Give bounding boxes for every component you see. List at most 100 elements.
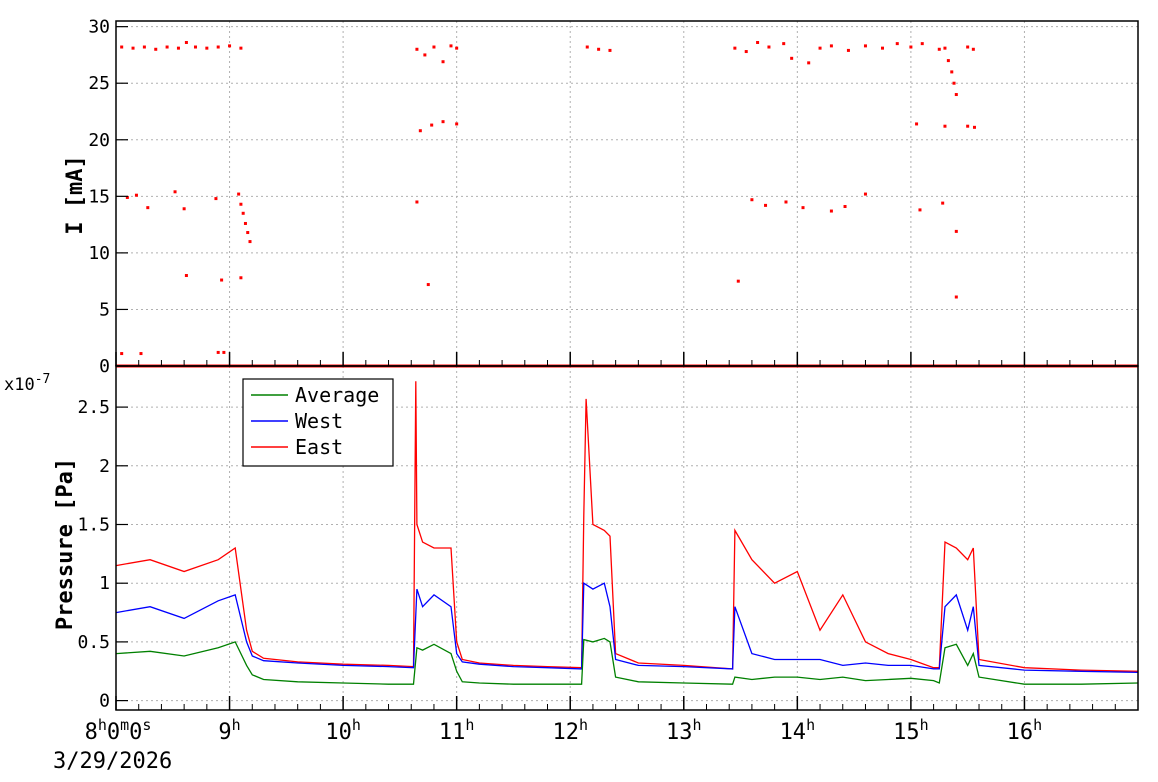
pressure-multiplier: x10-7 [4,372,50,395]
current-point [915,122,919,126]
current-point [818,46,822,50]
pressure-lines [115,381,1139,685]
current-point [165,45,169,49]
time-unit-superscript: h [352,716,361,734]
current-point [733,46,737,50]
current-point [176,46,180,50]
current-point [764,203,768,207]
current-point [909,45,913,49]
current-point [829,44,833,48]
current-point [744,50,748,54]
current-point [449,44,453,48]
time-tick-label: 8h0m0s [85,716,152,745]
current-plot-frame [115,20,1139,367]
current-point [120,45,124,49]
series-line-east [115,381,1139,672]
time-unit-superscript: h [232,716,241,734]
current-point [125,195,129,199]
time-unit-superscript: h [920,716,929,734]
current-point [418,129,422,133]
current-point [756,40,760,44]
current-point [941,201,945,205]
time-tick-label: 9h [218,716,240,745]
current-point [248,240,252,244]
current-axis-title: I [mA] [63,155,88,234]
current-point [182,207,186,211]
pressure-y-tick-label: 2 [99,456,110,477]
current-point [154,47,158,51]
current-point [173,190,177,194]
current-point [423,53,427,57]
current-point [415,200,419,204]
legend-label: East [295,435,343,459]
current-point [432,45,436,49]
current-point [846,48,850,52]
time-value: 12 [552,720,579,745]
current-point [972,125,976,129]
current-point [120,352,124,356]
time-tick-label: 12h [552,716,588,745]
time-value: 13 [666,720,693,745]
current-point [222,350,226,354]
current-point [954,295,958,299]
time-value: 11 [439,720,466,745]
current-point [239,276,243,280]
current-point [937,47,941,51]
pressure-y-tick-label: 1.5 [77,514,110,535]
current-points [116,40,1138,368]
current-point [863,44,867,48]
time-value: 0 [107,720,120,745]
current-point [971,47,975,51]
current-point [863,192,867,196]
time-tick-label: 15h [893,716,929,745]
current-y-axis: 0 5 10 15 20 25 30 [88,17,128,377]
current-point [184,274,188,278]
current-point [216,45,220,49]
current-point [807,61,811,65]
pressure-plot-frame [115,365,1139,711]
time-unit-superscript: h [806,716,815,734]
current-point [441,60,445,64]
current-point [895,42,899,46]
current-point [784,200,788,204]
current-point [441,120,445,124]
current-point [193,45,197,49]
current-point [131,46,135,50]
series-line-average [115,637,1139,685]
current-point [943,46,947,50]
current-point [426,283,430,287]
current-point [918,208,922,212]
current-point [139,352,143,356]
time-tick-label: 13h [666,716,702,745]
current-point [952,81,956,85]
current-point [239,46,243,50]
current-point [228,44,232,48]
time-value: 10 [325,720,352,745]
current-point [455,46,459,50]
current-point [216,350,220,354]
current-point [954,229,958,233]
pressure-multiplier-exponent: -7 [35,372,51,387]
current-point [920,42,924,46]
legend-label: West [295,409,343,433]
current-point [239,202,243,206]
current-point [214,197,218,201]
current-y-tick-label: 15 [88,186,110,207]
current-point [430,123,434,127]
current-point [142,45,146,49]
current-point [415,47,419,51]
time-value: 14 [780,720,807,745]
current-point [241,211,245,215]
current-point [184,40,188,44]
pressure-y-tick-label: 0 [99,691,110,712]
current-point [237,192,241,196]
current-y-tick-label: 25 [88,73,110,94]
current-y-tick-label: 30 [88,17,110,38]
current-point [750,198,754,202]
current-point [966,45,970,49]
legend-box [242,378,394,467]
time-unit-superscript: h [579,716,588,734]
current-point [736,279,740,283]
time-tick-label: 11h [439,716,475,745]
